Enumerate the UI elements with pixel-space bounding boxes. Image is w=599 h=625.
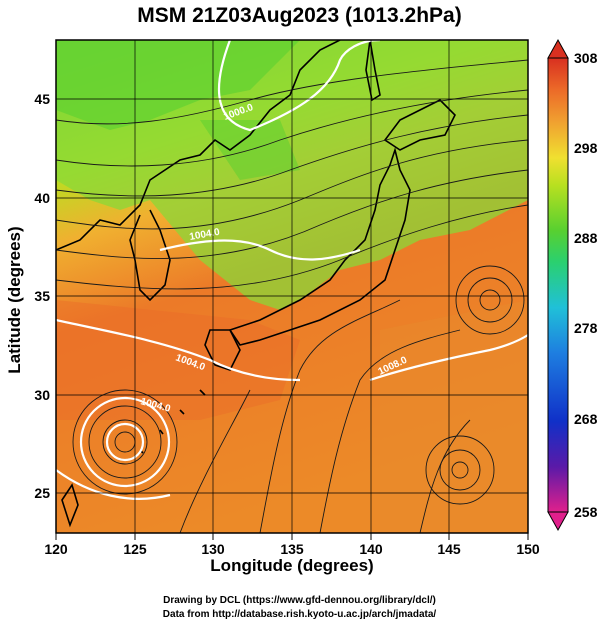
colorbar xyxy=(547,38,569,532)
x-tick-labels: 120 125 130 135 140 145 150 xyxy=(44,541,540,557)
y-tick-label: 35 xyxy=(34,288,50,304)
colorbar-label: 288 xyxy=(574,230,598,246)
x-tick-label: 130 xyxy=(201,541,225,557)
x-tick-label: 150 xyxy=(516,541,540,557)
x-axis-label: Longitude (degrees) xyxy=(210,556,374,575)
colorbar-label: 268 xyxy=(574,411,598,427)
coastlines xyxy=(56,40,456,528)
x-tick-label: 140 xyxy=(359,541,383,557)
pressure-contours xyxy=(56,40,528,500)
y-tick-label: 40 xyxy=(34,190,50,206)
wind-streamlines xyxy=(56,59,528,533)
colorbar-min-arrow xyxy=(547,511,569,532)
y-tick-label: 30 xyxy=(34,387,50,403)
colorbar-max-arrow xyxy=(547,38,569,59)
colorbar-label: 298 xyxy=(574,140,598,156)
credit-drawing: Drawing by DCL (https://www.gfd-dennou.o… xyxy=(163,595,436,606)
map-title: MSM 21Z03Aug2023 (1013.2hPa) xyxy=(137,4,462,27)
y-axis-label: Latitude (degrees) xyxy=(5,226,24,374)
y-tick-label: 45 xyxy=(34,91,50,107)
x-tick-label: 135 xyxy=(280,541,304,557)
credit-data: Data from http://database.rish.kyoto-u.a… xyxy=(162,609,437,620)
y-tick-label: 25 xyxy=(34,485,50,501)
x-ticks xyxy=(55,533,529,540)
graticule xyxy=(56,40,528,533)
x-tick-label: 145 xyxy=(437,541,461,557)
colorbar-label: 278 xyxy=(574,320,598,336)
colorbar-labels: 308 298 288 278 268 258 xyxy=(574,50,598,520)
y-tick-labels: 25 30 35 40 45 xyxy=(34,91,50,501)
colorbar-label: 308 xyxy=(574,50,598,66)
x-tick-label: 120 xyxy=(44,541,68,557)
colorbar-label: 258 xyxy=(574,504,598,520)
x-tick-label: 125 xyxy=(123,541,147,557)
